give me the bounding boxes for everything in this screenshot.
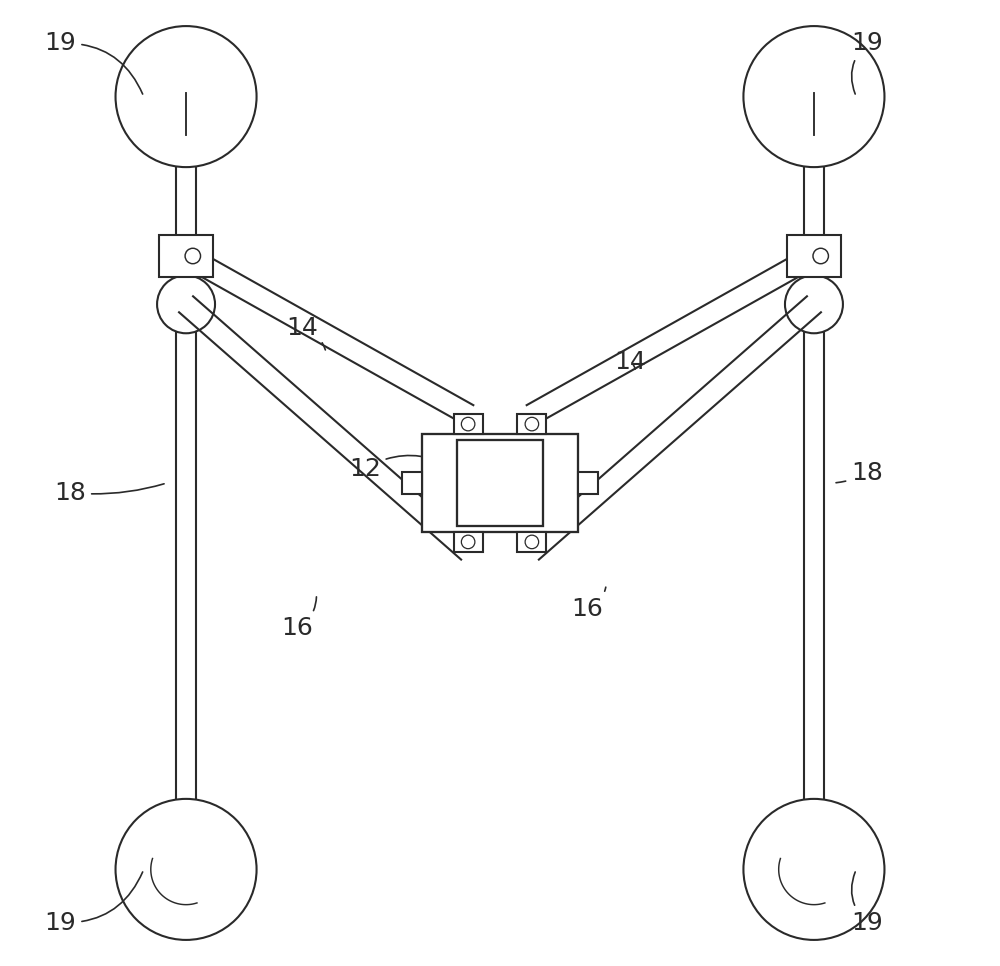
Circle shape [185, 248, 201, 264]
Circle shape [743, 26, 884, 167]
Bar [787, 235, 841, 277]
Circle shape [785, 275, 843, 333]
Polygon shape [527, 246, 819, 424]
Circle shape [525, 417, 539, 431]
Text: 18: 18 [836, 462, 883, 485]
Bar [804, 140, 824, 826]
Bar [517, 414, 546, 434]
Bar [402, 472, 422, 494]
Bar [159, 235, 213, 277]
Polygon shape [179, 297, 475, 559]
Circle shape [525, 535, 539, 549]
Text: 18: 18 [54, 481, 164, 504]
Text: 19: 19 [851, 872, 883, 934]
Bar [422, 434, 578, 532]
Circle shape [157, 275, 215, 333]
Bar [578, 472, 598, 494]
Bar [517, 532, 546, 552]
Circle shape [743, 799, 884, 940]
Circle shape [813, 248, 828, 264]
Text: 19: 19 [851, 32, 883, 94]
Bar [457, 440, 543, 526]
Text: 19: 19 [45, 32, 143, 94]
Text: 14: 14 [286, 317, 325, 350]
Circle shape [461, 535, 475, 549]
Bar [454, 532, 483, 552]
Polygon shape [181, 246, 473, 424]
Circle shape [116, 799, 257, 940]
Bar [454, 414, 483, 434]
Text: 16: 16 [281, 597, 316, 639]
Circle shape [116, 26, 257, 167]
Text: 14: 14 [614, 351, 646, 374]
Bar [176, 140, 196, 826]
Text: 12: 12 [349, 455, 454, 480]
Polygon shape [525, 297, 821, 559]
Text: 16: 16 [571, 587, 606, 620]
Circle shape [461, 417, 475, 431]
Text: 19: 19 [45, 872, 143, 934]
